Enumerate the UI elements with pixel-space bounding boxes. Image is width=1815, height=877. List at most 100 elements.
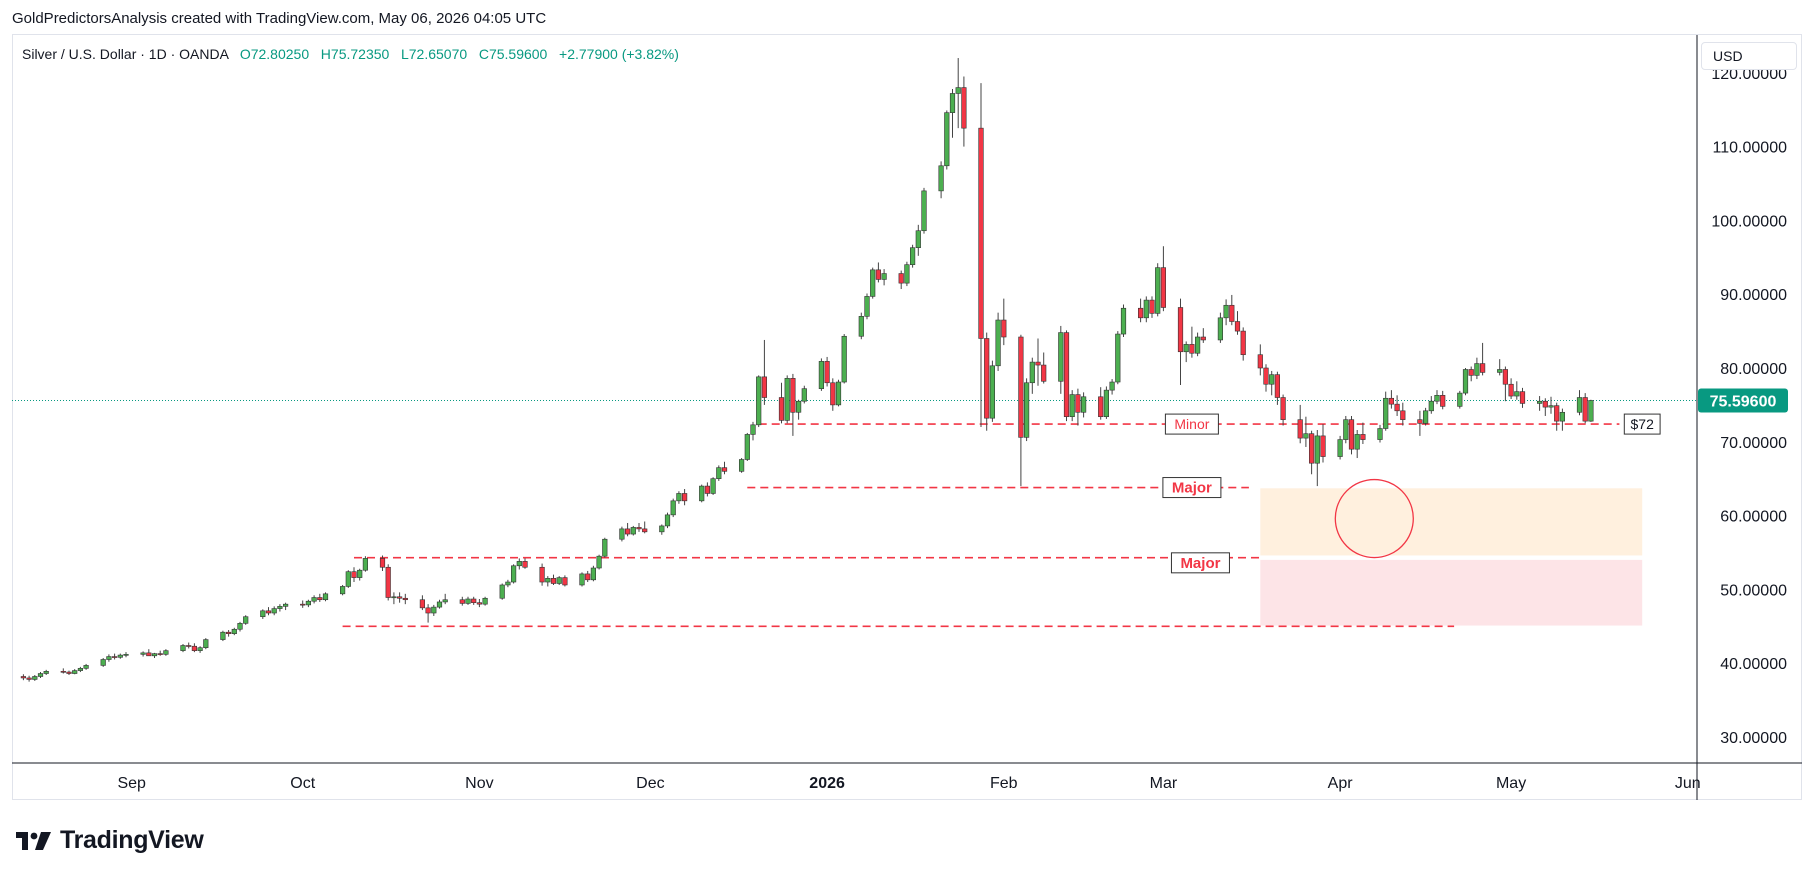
x-tick-label: Jun xyxy=(1675,775,1701,792)
candle-body xyxy=(921,190,927,232)
candle xyxy=(904,261,910,287)
candle xyxy=(818,358,824,391)
candle xyxy=(476,598,483,608)
candle xyxy=(1229,294,1235,326)
candle-body xyxy=(1058,332,1064,382)
candle-body xyxy=(602,538,608,557)
candle-body xyxy=(881,273,887,280)
level-label-3: $72 xyxy=(1623,413,1661,435)
candle-body xyxy=(562,577,568,586)
candle xyxy=(738,458,745,473)
candle xyxy=(1582,393,1588,424)
candle-body xyxy=(909,247,916,265)
candle xyxy=(282,602,289,611)
x-tick-label: 2026 xyxy=(809,775,845,792)
candle xyxy=(226,629,232,637)
x-tick-label: Apr xyxy=(1328,775,1354,792)
candle xyxy=(1240,327,1246,361)
candle-body xyxy=(596,555,602,569)
candle xyxy=(761,339,767,405)
candle-body xyxy=(362,558,369,571)
x-tick-label: May xyxy=(1496,775,1526,792)
open-value: O72.80250 xyxy=(239,46,310,62)
candle xyxy=(830,378,836,411)
x-tick-label: Nov xyxy=(465,775,493,792)
y-tick-label: 90.00000 xyxy=(1720,287,1787,304)
level-label-box xyxy=(1623,413,1661,435)
candle-body xyxy=(858,316,864,337)
candle-body xyxy=(436,601,443,608)
candle xyxy=(203,638,209,650)
candle xyxy=(596,554,602,570)
candle xyxy=(1434,390,1440,405)
candle-body xyxy=(1462,369,1469,394)
candle-body xyxy=(243,616,249,624)
candle xyxy=(317,593,323,602)
zone-0 xyxy=(1260,488,1643,556)
candle xyxy=(579,572,585,587)
candle-body xyxy=(1559,411,1565,422)
candle-body xyxy=(117,654,123,658)
candle xyxy=(1063,330,1070,422)
candle-body xyxy=(197,647,203,651)
candle xyxy=(300,600,306,608)
y-tick-label: 40.00000 xyxy=(1720,656,1787,673)
candle-body xyxy=(624,528,631,535)
candle-body xyxy=(830,382,836,406)
candle xyxy=(1280,394,1286,426)
candle xyxy=(881,269,887,286)
symbol-name: Silver / U.S. Dollar · 1D · OANDA xyxy=(22,46,229,62)
candle xyxy=(1155,263,1161,317)
candle-body xyxy=(1314,435,1320,464)
candle xyxy=(1462,368,1469,396)
candle xyxy=(191,643,198,653)
candle-body xyxy=(163,650,169,655)
zones-layer xyxy=(1260,488,1643,626)
candle xyxy=(1195,332,1201,357)
candle xyxy=(1537,396,1543,411)
candle-body xyxy=(824,361,830,384)
candle-body xyxy=(795,400,802,413)
candle xyxy=(744,432,750,461)
candle-body xyxy=(510,565,517,583)
currency-selector[interactable]: USD xyxy=(1701,42,1797,70)
candle xyxy=(106,654,112,662)
candle xyxy=(186,642,192,649)
candle-body xyxy=(106,656,112,660)
candle xyxy=(995,312,1001,371)
candle xyxy=(1514,381,1520,400)
candle xyxy=(590,565,596,582)
candle xyxy=(112,653,118,660)
candle-body xyxy=(1183,344,1189,353)
candle xyxy=(1554,402,1560,431)
candle-body xyxy=(351,571,357,578)
symbol-legend: Silver / U.S. Dollar · 1D · OANDA O72.80… xyxy=(22,46,679,62)
candle xyxy=(1263,364,1269,392)
candle-body xyxy=(784,378,790,421)
candle-body xyxy=(146,652,152,657)
candle-body xyxy=(60,671,66,673)
candle xyxy=(875,262,881,283)
candle xyxy=(1041,352,1047,384)
candle xyxy=(1138,298,1144,323)
level-label-text: Major xyxy=(1172,480,1212,497)
candle xyxy=(670,498,676,518)
candle-body xyxy=(961,87,967,129)
candle xyxy=(163,649,169,656)
candle-body xyxy=(664,514,671,527)
candle xyxy=(1269,370,1275,396)
candle-body xyxy=(1257,354,1263,369)
candle-body xyxy=(357,569,363,578)
candle-body xyxy=(476,602,483,605)
candle-body xyxy=(1029,361,1035,384)
candle xyxy=(1354,429,1360,459)
axes-layer: 30.00000 40.00000 50.00000 60.00000 70.00000… xyxy=(12,35,1802,800)
candle-body xyxy=(140,652,146,655)
candle-body xyxy=(1497,369,1503,373)
candle xyxy=(721,461,728,475)
candle xyxy=(442,593,448,605)
candle xyxy=(1029,357,1035,394)
candle-body xyxy=(1274,374,1280,398)
candle xyxy=(37,672,44,678)
